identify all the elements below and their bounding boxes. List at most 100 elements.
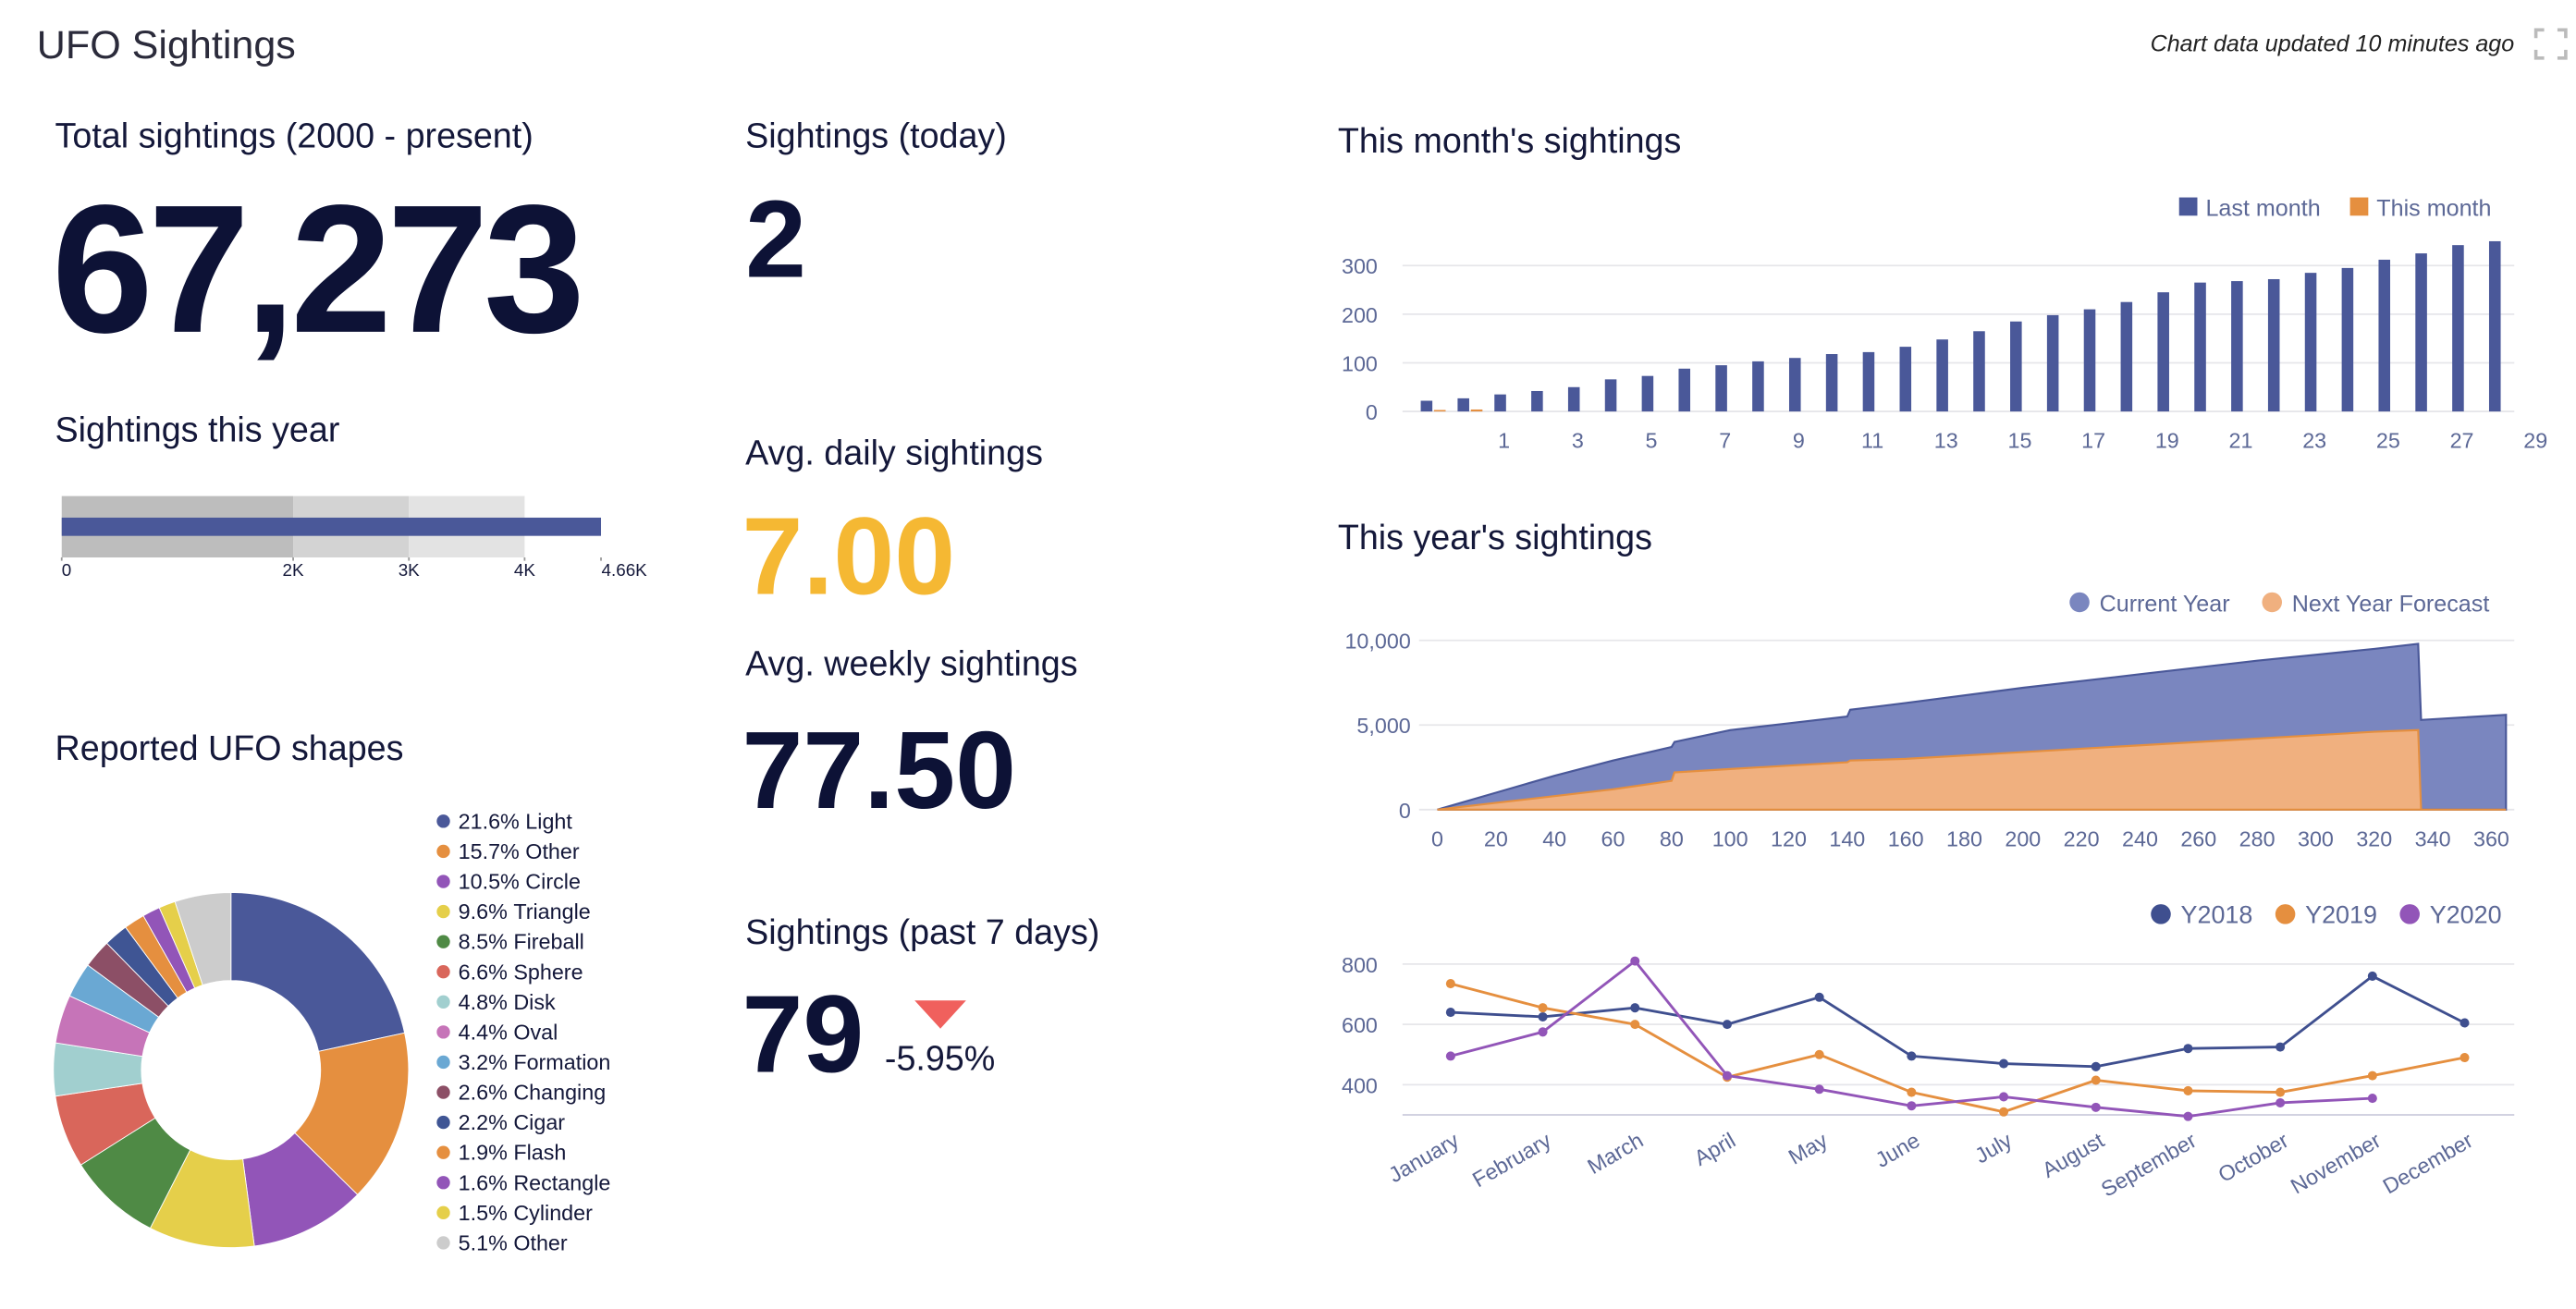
legend-label: 10.5% Circle [459, 870, 581, 894]
legend-name: Changing [513, 1081, 606, 1105]
point [2275, 1042, 2286, 1052]
legend-value: 1.5% [459, 1201, 508, 1225]
legend-swatch [436, 1085, 450, 1099]
point [1907, 1051, 1917, 1061]
chart-title: Reported UFO shapes [55, 728, 404, 767]
legend-name: Formation [513, 1050, 610, 1074]
legend-swatch [2399, 904, 2420, 924]
legend-value: 15.7% [459, 839, 520, 863]
legend-value: 21.6% [459, 809, 520, 833]
bar [2378, 259, 2391, 412]
legend-swatch [2151, 904, 2171, 924]
kpi-value: 2 [745, 179, 806, 301]
legend-value: 10.5% [459, 870, 520, 894]
x-tick-label: July [1970, 1128, 2016, 1168]
point [2275, 1087, 2286, 1097]
bar [1678, 368, 1691, 412]
point [1445, 1008, 1455, 1018]
x-tick-label: 120 [1771, 826, 1807, 850]
legend-name: Fireball [513, 930, 584, 954]
legend-value: 9.6% [459, 899, 508, 924]
legend-label: Y2018 [2181, 901, 2253, 929]
point [1814, 1049, 1824, 1059]
line [1450, 982, 2465, 1114]
bar [1936, 339, 1948, 412]
point [1630, 956, 1640, 966]
point [1538, 1027, 1548, 1037]
legend-label: 2.6% Changing [459, 1081, 607, 1105]
legend-label: 4.4% Oval [459, 1020, 558, 1044]
legend-name: Other [513, 1230, 568, 1254]
pie-slice [294, 1032, 410, 1195]
bar [1470, 409, 1483, 412]
legend-name: Rectangle [513, 1170, 610, 1194]
legend-name: Oval [513, 1020, 558, 1044]
legend-swatch [2262, 592, 2283, 613]
point [1445, 979, 1455, 989]
bar [1862, 351, 1875, 412]
bar [1604, 379, 1617, 412]
bar [1715, 365, 1727, 412]
legend-swatch [436, 1236, 450, 1250]
legend-swatch [436, 995, 450, 1009]
x-tick-label: 0 [62, 560, 71, 580]
bar [1752, 361, 1764, 412]
x-tick-label: 21 [2229, 429, 2253, 453]
bar [2194, 282, 2206, 412]
x-tick-label: 2K [283, 560, 304, 580]
x-tick-label: 320 [2356, 826, 2392, 850]
legend-name: Cigar [513, 1110, 565, 1134]
legend-value: 2.2% [459, 1110, 508, 1134]
legend-swatch [436, 935, 450, 948]
legend-name: Triangle [513, 899, 590, 924]
point [1722, 1070, 1732, 1081]
point [1538, 1011, 1548, 1022]
x-tick-label: 260 [2180, 826, 2216, 850]
x-tick-label: 25 [2376, 429, 2400, 453]
bar [1531, 390, 1543, 412]
x-tick-label: 360 [2473, 826, 2509, 850]
bar [2488, 240, 2501, 412]
x-tick-label: 4K [514, 560, 535, 580]
bar [1420, 400, 1433, 412]
x-tick-label: 19 [2155, 429, 2179, 453]
x-tick-label: 300 [2298, 826, 2334, 850]
legend-swatch [436, 1055, 450, 1070]
legend-name: Other [525, 839, 580, 863]
point [1999, 1107, 2009, 1117]
legend-label: 21.6% Light [459, 809, 573, 833]
x-tick-label: 23 [2302, 429, 2326, 453]
kpi-label: Avg. daily sightings [745, 434, 1043, 472]
legend-swatch [436, 965, 450, 979]
bar [1567, 386, 1580, 412]
legend-swatch [436, 1025, 450, 1039]
kpi-label: Sightings (today) [745, 116, 1007, 155]
legend-label: 1.5% Cylinder [459, 1201, 593, 1225]
bullet-bar [61, 517, 602, 536]
x-tick-label: 40 [1542, 826, 1566, 850]
bar [2267, 278, 2280, 412]
point [2091, 1075, 2101, 1085]
legend-swatch [436, 1205, 450, 1219]
legend-swatch [436, 875, 450, 888]
legend-label: Next Year Forecast [2292, 591, 2490, 617]
legend-swatch [2178, 197, 2198, 216]
x-tick-label: 11 [1861, 429, 1883, 453]
point [2367, 1070, 2377, 1081]
bar [1788, 358, 1801, 412]
legend-value: 4.4% [459, 1020, 508, 1044]
x-tick-label: April [1690, 1128, 1739, 1170]
chart-title: This month's sightings [1338, 121, 1682, 160]
kpi-value: 7.00 [742, 495, 956, 618]
legend-swatch [2275, 904, 2296, 924]
legend-label: Y2019 [2305, 901, 2377, 929]
fullscreen-icon[interactable] [2533, 28, 2568, 60]
pie-slice [230, 892, 406, 1052]
y-tick-label: 10,000 [1344, 630, 1410, 654]
point [1814, 1084, 1824, 1095]
legend-label: 5.1% Other [459, 1230, 568, 1254]
legend-swatch [436, 1176, 450, 1190]
legend-swatch [436, 844, 450, 859]
legend-label: 1.9% Flash [459, 1141, 567, 1165]
